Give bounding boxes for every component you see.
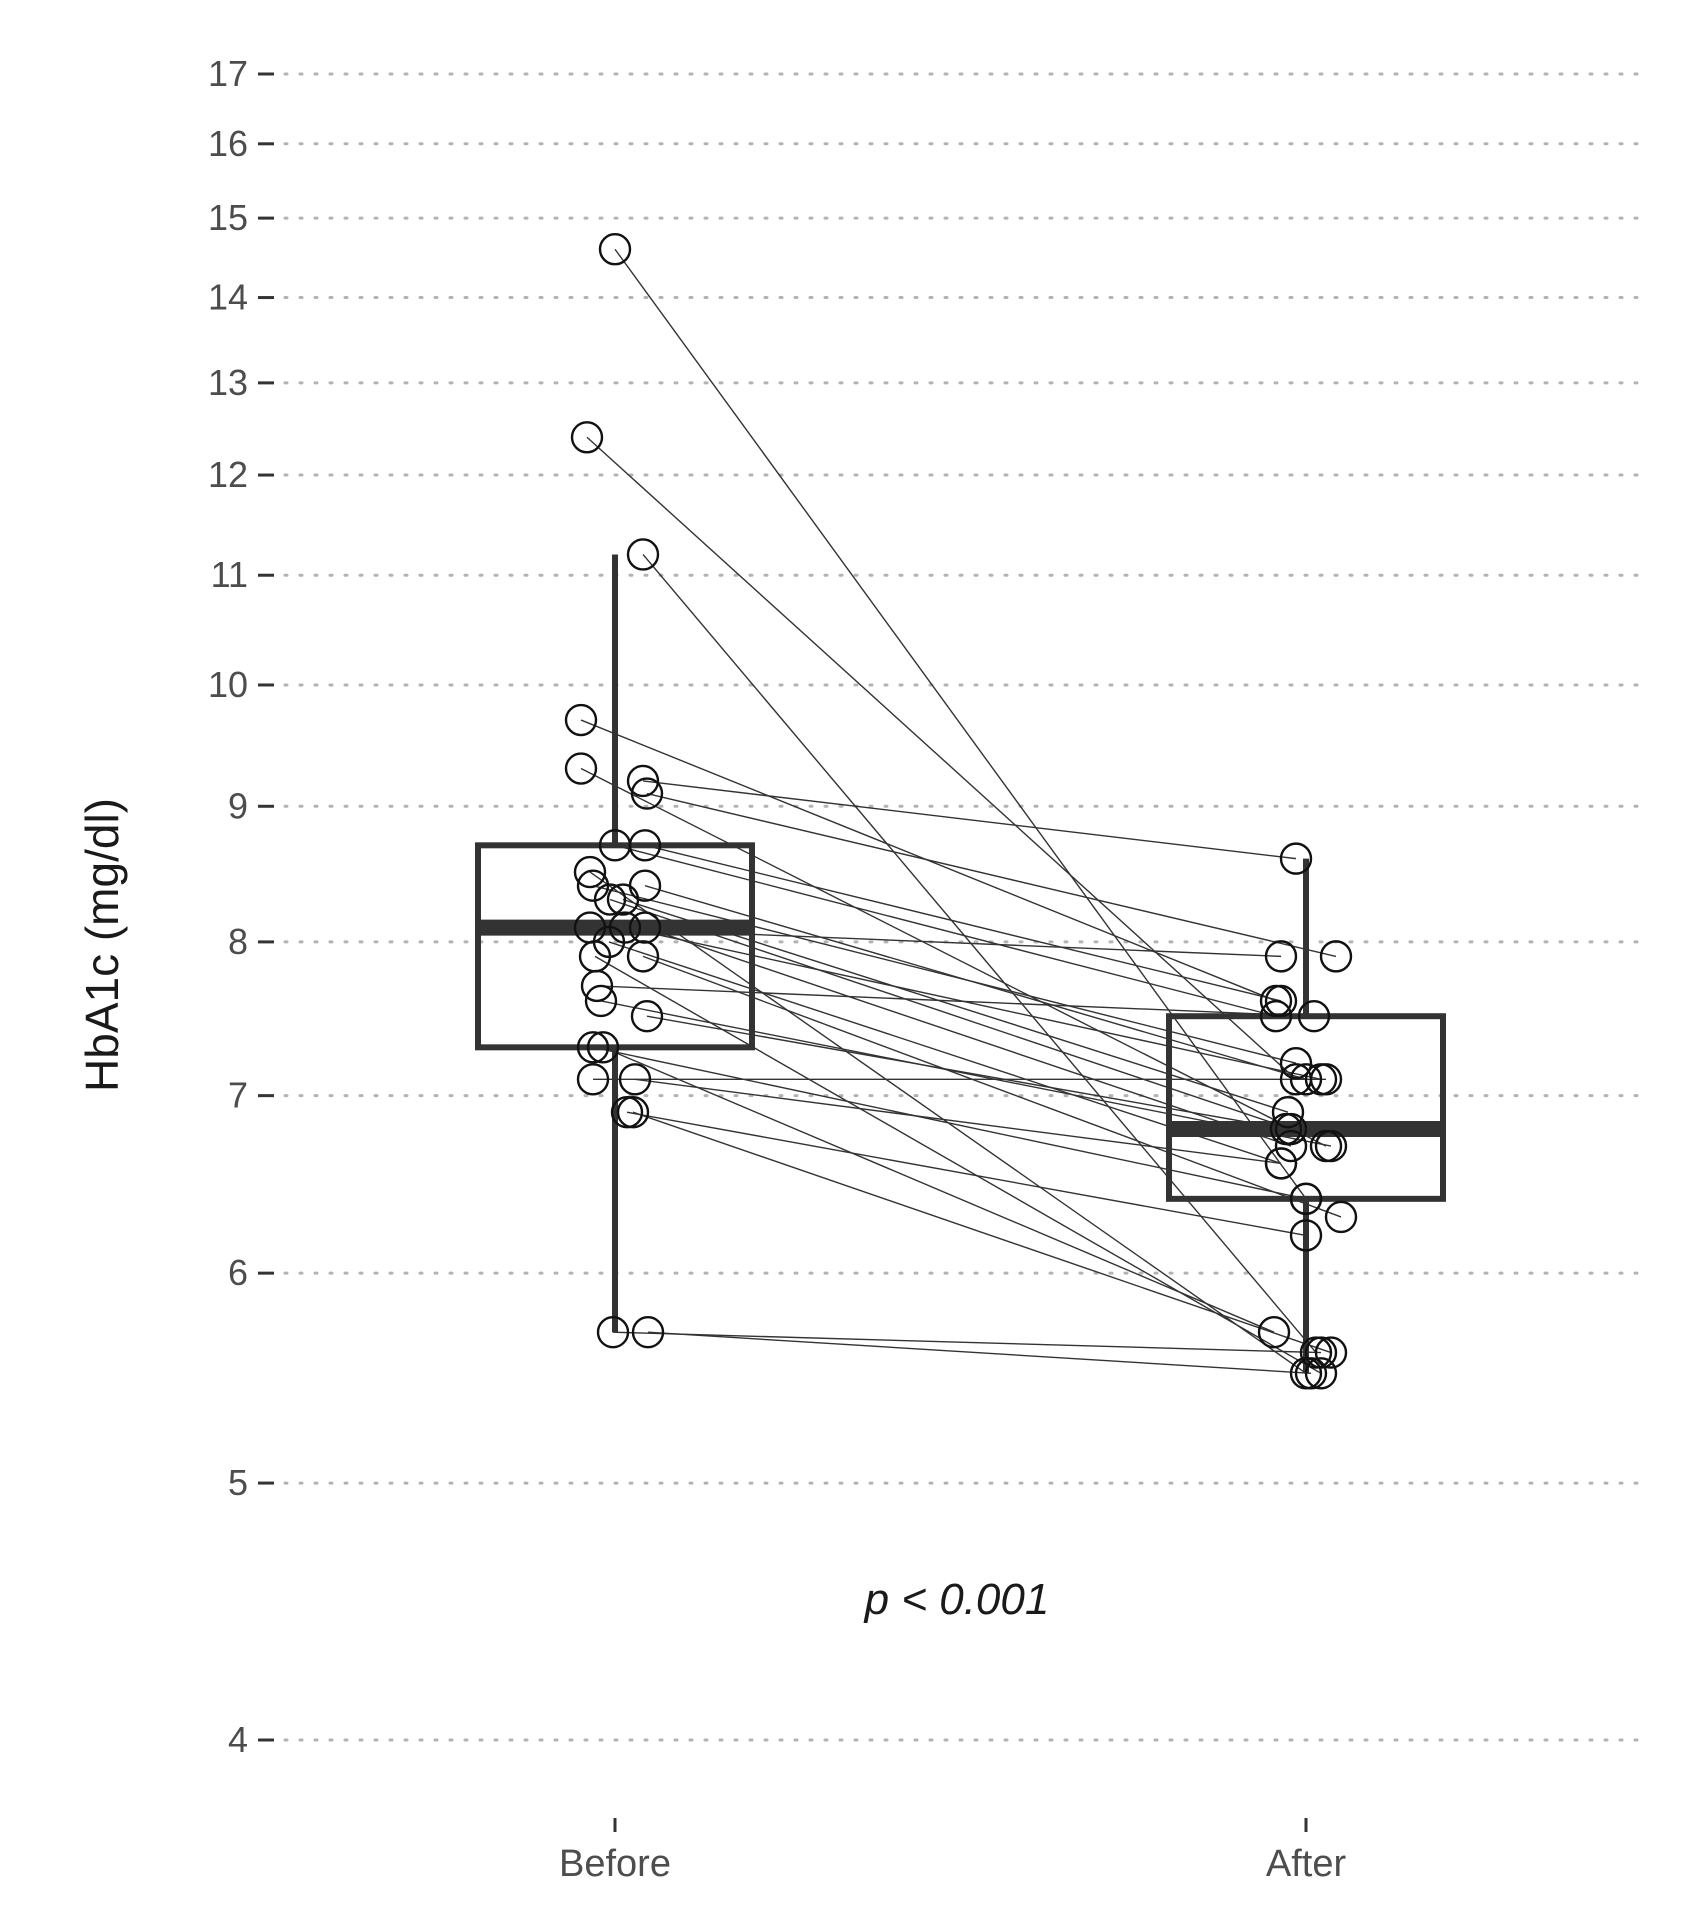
pair-line (596, 985, 1315, 1017)
pair-line (644, 885, 1307, 1080)
y-tick-label: 12 (208, 454, 248, 495)
y-tick-label: 6 (228, 1252, 248, 1293)
y-tick-label: 11 (211, 554, 248, 595)
point-before (616, 1096, 650, 1129)
y-tick-label: 15 (208, 197, 248, 238)
y-tick-label: 14 (208, 277, 248, 318)
point-after (1314, 1129, 1348, 1163)
y-tick-label: 5 (228, 1462, 248, 1503)
p-value-annotation: p < 0.001 (863, 1575, 1050, 1624)
point-before (630, 777, 664, 810)
pair-line (642, 955, 1342, 1218)
data-points (564, 233, 1358, 1390)
point-after (1297, 1000, 1331, 1033)
y-axis: 4 5 6 7 8 9 10 11 12 13 14 15 16 17 (208, 53, 274, 1760)
pair-line (580, 767, 1327, 1147)
point-before (626, 940, 660, 973)
point-after (1274, 1129, 1308, 1163)
y-tick-label: 9 (228, 785, 248, 826)
grid-lines (283, 72, 1642, 1742)
y-tick-label: 10 (208, 664, 248, 705)
pair-line (646, 1015, 1287, 1130)
point-before (593, 883, 627, 916)
point-before (576, 1063, 610, 1096)
pair-line (642, 554, 1317, 1354)
point-after (1264, 1147, 1298, 1180)
pair-line (626, 1111, 1307, 1237)
point-after (1289, 1063, 1323, 1096)
pair-line (646, 792, 1337, 958)
point-before (584, 984, 618, 1018)
pair-line (642, 780, 1297, 860)
point-before (626, 764, 660, 798)
point-before (576, 1031, 610, 1064)
box-iqr (1166, 1013, 1446, 1202)
point-before (573, 855, 607, 889)
y-tick-label: 17 (208, 53, 248, 94)
pair-line (586, 436, 1297, 1080)
point-before (598, 829, 632, 862)
pair-lines (580, 248, 1342, 1375)
pair-line (624, 926, 1322, 1081)
pair-line (592, 885, 1297, 1064)
y-tick-label: 13 (208, 362, 248, 403)
point-after (1324, 1200, 1358, 1234)
pair-line (634, 1078, 1282, 1165)
point-after (1264, 940, 1298, 973)
point-before (598, 233, 632, 266)
point-after (1259, 1000, 1293, 1033)
x-tick-label: Before (559, 1843, 671, 1885)
point-after (1319, 940, 1353, 973)
x-tick-label: After (1266, 1843, 1347, 1885)
point-before (586, 1031, 620, 1064)
pair-line (614, 844, 1277, 1017)
pair-line (594, 955, 1322, 1374)
box-plots (475, 554, 1446, 1374)
y-axis-title: HbA1c (mg/dl) (76, 798, 128, 1092)
pair-line (632, 1111, 1332, 1354)
point-before (564, 703, 598, 737)
point-after (1289, 1182, 1323, 1216)
y-tick-label: 7 (228, 1075, 248, 1116)
point-after (1271, 1096, 1305, 1129)
y-tick-label: 4 (228, 1719, 248, 1760)
point-after (1304, 1336, 1338, 1369)
point-before (630, 1000, 664, 1033)
y-tick-label: 16 (208, 123, 248, 164)
point-after (1294, 1357, 1328, 1390)
point-after (1279, 1047, 1313, 1080)
point-before (580, 969, 614, 1003)
point-before (618, 1063, 652, 1096)
point-after (1304, 1357, 1338, 1390)
point-after (1314, 1336, 1348, 1369)
pair-line (614, 248, 1307, 1200)
y-tick-label: 8 (228, 921, 248, 962)
point-after (1289, 1219, 1323, 1252)
point-before (606, 883, 640, 916)
point-after (1257, 1316, 1291, 1349)
point-before (564, 752, 598, 785)
pair-line (592, 1046, 1307, 1200)
point-before (626, 538, 660, 571)
point-before (631, 1316, 665, 1349)
box-iqr (475, 842, 755, 1051)
point-before (596, 1316, 630, 1349)
pair-line (609, 898, 1292, 1130)
point-after (1279, 842, 1313, 875)
point-after (1264, 984, 1298, 1018)
pair-line (647, 1331, 1312, 1375)
x-axis: Before After (559, 1818, 1346, 1885)
pair-line (602, 1046, 1275, 1333)
pair-line (612, 1331, 1322, 1354)
point-after (1269, 1112, 1303, 1146)
point-before (570, 421, 604, 454)
point-after (1309, 1063, 1343, 1096)
